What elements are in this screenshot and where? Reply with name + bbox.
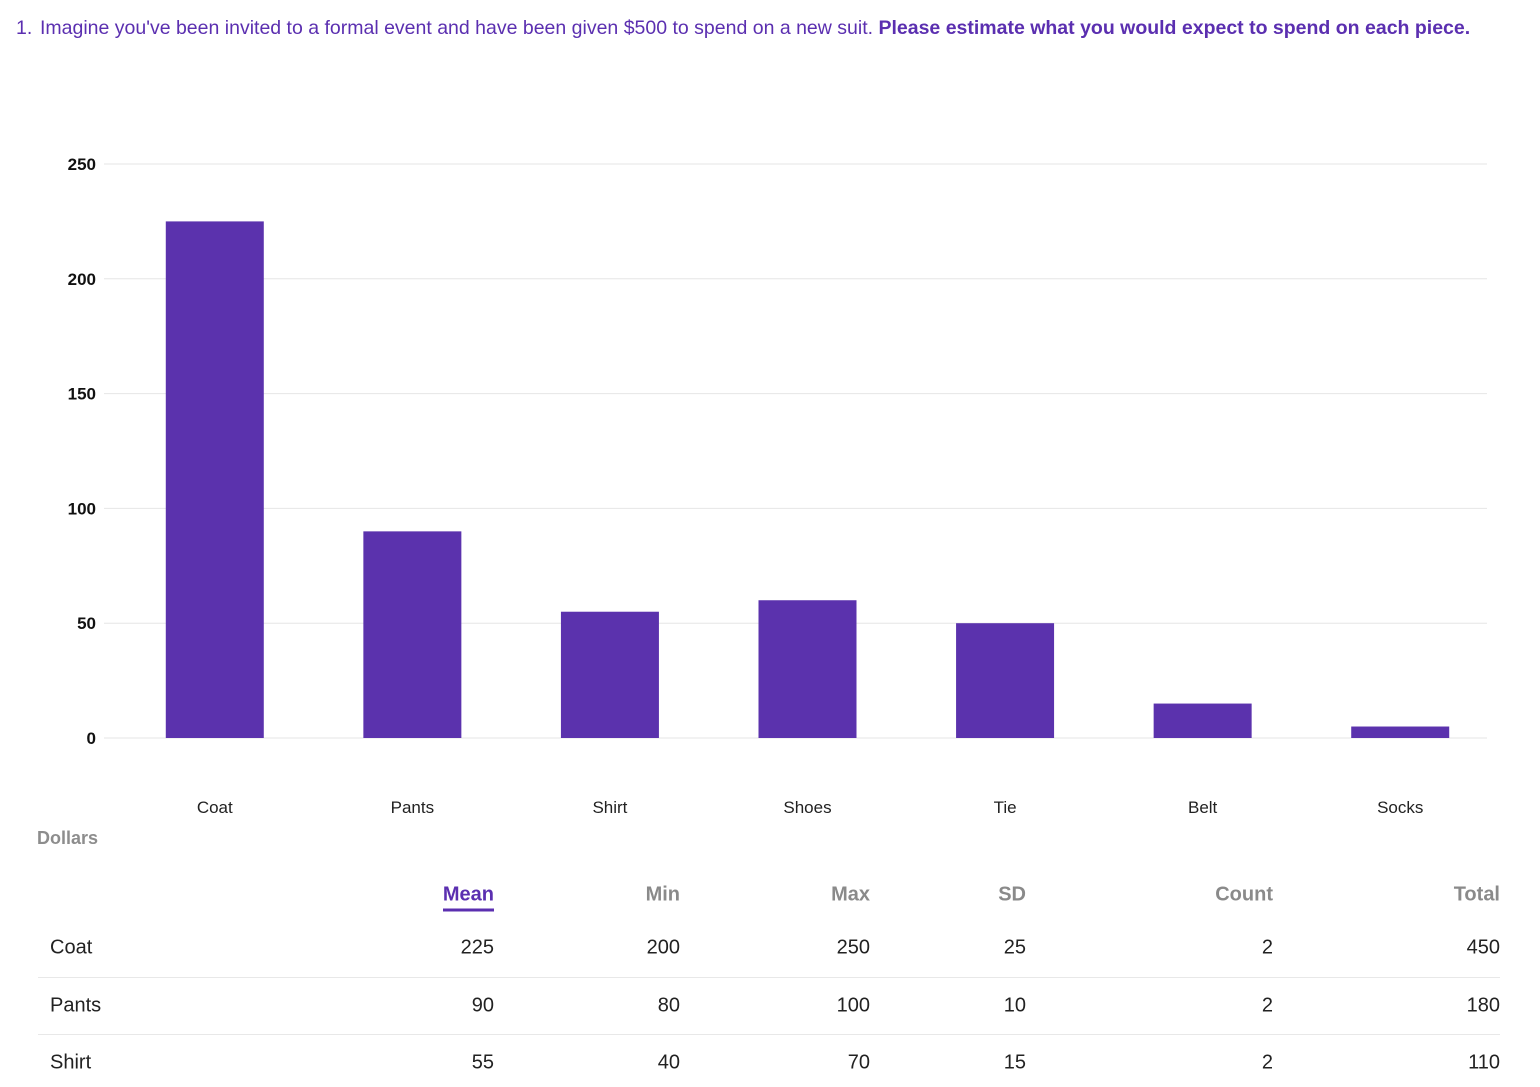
cell-count: 2: [1262, 1052, 1273, 1075]
cell-count: 2: [1262, 994, 1273, 1017]
bar-shoes[interactable]: [758, 600, 857, 738]
cell-mean-text: 55: [471, 1051, 494, 1074]
column-header-total[interactable]: Total: [1454, 884, 1500, 907]
table-row: Shirt 55 40 70 15 2 110: [38, 1035, 1500, 1087]
x-tick-label: Coat: [197, 798, 233, 817]
column-header-total-text: Total: [1453, 883, 1500, 906]
row-label: Shirt: [50, 1051, 92, 1074]
question-instruction: Please estimate what you would expect to…: [878, 17, 1471, 39]
cell-sd-text: 15: [1003, 1051, 1026, 1074]
column-header-count[interactable]: Count: [1215, 884, 1273, 907]
cell-min-text: 80: [657, 994, 680, 1017]
cell-total-text: 180: [1466, 994, 1500, 1017]
chart-bars: [165, 221, 1450, 738]
question-number: 1.: [16, 17, 33, 39]
row-label: Coat: [50, 936, 93, 959]
cell-mean: 55: [472, 1052, 494, 1075]
stats-table: Mean Min Max SD Count Total Coat 225 200 250 25 2 45…: [38, 870, 1500, 1087]
y-tick-label: 250: [68, 155, 96, 174]
cell-mean: 90: [472, 994, 494, 1017]
cell-sd: 25: [1004, 937, 1026, 960]
cell-mean: 225: [461, 937, 494, 960]
cell-count-text: 2: [1261, 1051, 1273, 1074]
cell-sd-text: 25: [1003, 936, 1026, 959]
y-tick-label: 200: [68, 270, 96, 289]
stats-table-header: Mean Min Max SD Count Total: [38, 870, 1500, 920]
cell-max-text: 100: [836, 994, 870, 1017]
cell-total: 450: [1467, 937, 1500, 960]
y-axis-ticks: 0 50 100 150 200 250: [68, 155, 96, 748]
y-tick-label: 100: [68, 499, 96, 518]
y-tick-label: 150: [68, 385, 96, 404]
y-tick-label: 0: [87, 729, 96, 748]
column-header-max-text: Max: [831, 883, 870, 906]
bar-coat[interactable]: [165, 221, 264, 738]
chart-gridlines: [104, 163, 1487, 739]
column-header-min-text: Min: [645, 883, 680, 906]
row-label: Pants: [50, 994, 102, 1017]
cell-count-text: 2: [1261, 994, 1273, 1017]
column-header-count-text: Count: [1215, 883, 1273, 906]
cell-mean-text: 225: [460, 936, 494, 959]
x-axis-ticks: Coat Pants Shirt Shoes Tie Belt Socks: [197, 798, 1424, 817]
cell-total: 110: [1468, 1052, 1500, 1075]
column-header-sd-text: SD: [998, 883, 1026, 906]
table-row: Pants 90 80 100 10 2 180: [38, 978, 1500, 1035]
bar-shirt[interactable]: [560, 611, 659, 738]
column-header-min[interactable]: Min: [646, 884, 680, 907]
cell-count-text: 2: [1261, 936, 1273, 959]
cell-max-text: 250: [836, 936, 870, 959]
column-header-max[interactable]: Max: [831, 884, 870, 907]
bar-belt[interactable]: [1153, 703, 1252, 738]
cell-total-text: 450: [1466, 936, 1500, 959]
cell-sd-text: 10: [1003, 994, 1026, 1017]
cell-sd: 15: [1004, 1052, 1026, 1075]
x-tick-label: Shoes: [783, 798, 831, 817]
cell-count: 2: [1262, 937, 1273, 960]
cell-total-text: 110: [1468, 1051, 1500, 1074]
column-header-mean-text: Mean: [442, 883, 494, 912]
cell-max-text: 70: [847, 1051, 870, 1074]
cell-total: 180: [1467, 994, 1500, 1017]
x-tick-label: Shirt: [592, 798, 627, 817]
question-prompt: 1. Imagine you've been invited to a form…: [16, 12, 1526, 45]
bar-pants[interactable]: [363, 531, 462, 738]
cell-sd: 10: [1004, 994, 1026, 1017]
cell-mean-text: 90: [471, 994, 494, 1017]
table-row: Coat 225 200 250 25 2 450: [38, 920, 1500, 978]
column-header-mean[interactable]: Mean: [442, 883, 494, 912]
x-tick-label: Socks: [1377, 798, 1423, 817]
cell-min: 200: [647, 937, 680, 960]
cell-max: 100: [837, 994, 870, 1017]
question-body: Imagine you've been invited to a formal …: [40, 17, 874, 39]
cell-min: 80: [658, 994, 680, 1017]
x-tick-label: Pants: [391, 798, 434, 817]
bar-socks[interactable]: [1351, 726, 1450, 738]
x-tick-label: Tie: [994, 798, 1017, 817]
question-text: Imagine you've been invited to a formal …: [40, 12, 1526, 45]
cell-max: 70: [848, 1052, 870, 1075]
cell-min-text: 40: [657, 1051, 680, 1074]
axis-unit-label: Dollars: [37, 828, 99, 848]
column-header-sd[interactable]: SD: [998, 884, 1026, 907]
cell-min: 40: [658, 1052, 680, 1075]
y-tick-label: 50: [77, 614, 96, 633]
cell-min-text: 200: [646, 936, 680, 959]
bar-tie[interactable]: [956, 623, 1055, 738]
x-tick-label: Belt: [1188, 798, 1218, 817]
cell-max: 250: [837, 937, 870, 960]
bar-chart: 0 50 100 150 200 250 Coat Pants Shirt Shoes Tie Be…: [68, 155, 1487, 817]
